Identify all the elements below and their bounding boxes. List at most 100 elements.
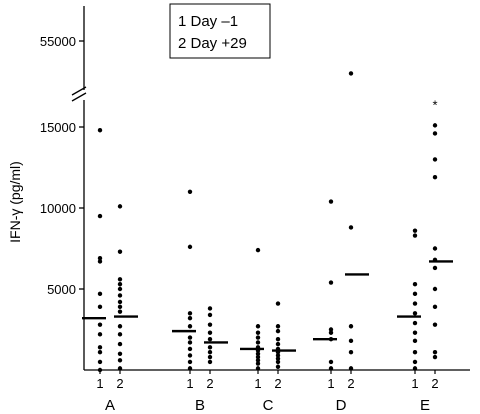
data-point	[97, 213, 103, 219]
data-point	[412, 349, 418, 355]
data-point	[432, 246, 438, 251]
data-point	[255, 340, 261, 345]
data-point	[207, 312, 213, 318]
chart-axes	[71, 6, 470, 371]
axis-break-mark	[71, 86, 87, 96]
data-point	[255, 351, 261, 356]
subgroup-label: 1	[186, 376, 193, 391]
axis-break-mark	[71, 92, 87, 102]
data-point	[328, 280, 334, 285]
data-point	[432, 157, 438, 162]
data-point	[117, 358, 123, 363]
data-point	[97, 259, 103, 264]
data-point	[432, 175, 438, 180]
group-label-c: C	[263, 397, 274, 414]
data-point	[412, 291, 418, 297]
data-point	[255, 335, 261, 340]
data-point	[117, 324, 123, 329]
data-point	[412, 301, 418, 306]
data-point	[348, 338, 354, 344]
data-point	[187, 311, 193, 316]
data-point	[275, 328, 281, 334]
data-point	[255, 366, 261, 371]
data-point	[328, 366, 334, 371]
data-point	[97, 332, 103, 337]
data-point	[275, 324, 281, 329]
data-point	[432, 354, 438, 360]
data-point	[255, 330, 261, 335]
data-point	[97, 128, 103, 133]
data-point	[275, 301, 281, 306]
subgroup-label: 1	[254, 376, 261, 391]
data-point	[275, 353, 281, 358]
data-point	[207, 354, 213, 360]
subgroup-label: 2	[274, 376, 281, 391]
data-point	[348, 324, 354, 329]
data-point	[117, 341, 123, 347]
y-tick-label: 55000	[40, 34, 76, 49]
y-tick-label: 5000	[47, 282, 76, 297]
data-point	[412, 338, 418, 344]
subgroup-label: 2	[431, 376, 438, 391]
data-point	[117, 332, 123, 337]
data-point	[117, 281, 123, 287]
subgroup-label: 1	[327, 376, 334, 391]
data-point	[412, 366, 418, 371]
data-point	[97, 256, 103, 261]
data-point	[412, 233, 418, 238]
data-point	[432, 304, 438, 310]
data-point	[328, 199, 334, 204]
y-axis-label: IFN-γ (pg/ml)	[7, 161, 23, 243]
data-point	[255, 358, 261, 363]
data-point	[187, 346, 193, 352]
data-point	[412, 228, 418, 233]
data-point	[207, 349, 213, 355]
significance-marker: *	[432, 97, 437, 112]
data-point	[117, 249, 123, 254]
data-point	[275, 356, 281, 361]
legend-box	[169, 3, 271, 59]
data-point	[432, 286, 438, 292]
data-point	[275, 337, 281, 342]
data-point	[187, 353, 193, 358]
data-point	[117, 277, 123, 282]
subgroup-label: 2	[347, 376, 354, 391]
group-label-d: D	[336, 397, 347, 414]
data-point	[412, 320, 418, 326]
subgroup-label: 1	[96, 376, 103, 391]
data-point	[117, 204, 123, 209]
data-point	[328, 330, 334, 335]
x-axis-labels: A1 2B1 2C1 2D1 2E1 2	[96, 370, 439, 414]
y-tick-label: 10000	[40, 201, 76, 216]
median-lines: *	[82, 97, 453, 352]
data-point	[187, 324, 193, 329]
data-point	[207, 359, 213, 365]
group-label-a: A	[105, 397, 115, 414]
data-point	[187, 244, 193, 250]
data-points	[97, 71, 438, 373]
data-point	[97, 304, 103, 310]
data-point	[187, 335, 193, 340]
data-point	[255, 361, 261, 366]
data-point	[275, 341, 281, 347]
legend-entry-day-minus-1: 1 Day –1	[178, 13, 238, 30]
group-label-b: B	[195, 397, 205, 414]
data-point	[412, 311, 418, 316]
data-point	[117, 366, 123, 371]
data-point	[117, 293, 123, 298]
data-point	[432, 265, 438, 271]
data-point	[97, 322, 103, 327]
y-tick-label: 15000	[40, 120, 76, 135]
data-point	[187, 366, 193, 371]
data-point	[97, 359, 103, 365]
group-label-e: E	[420, 397, 430, 414]
subgroup-label: 2	[116, 376, 123, 391]
data-point	[207, 306, 213, 311]
data-point	[432, 322, 438, 327]
data-point	[255, 247, 261, 253]
legend-entry-day-plus-29: 2 Day +29	[178, 35, 247, 52]
subgroup-label: 2	[206, 376, 213, 391]
y-axis-ticks: 5000 10000 15000 55000	[40, 34, 84, 297]
data-point	[412, 330, 418, 335]
